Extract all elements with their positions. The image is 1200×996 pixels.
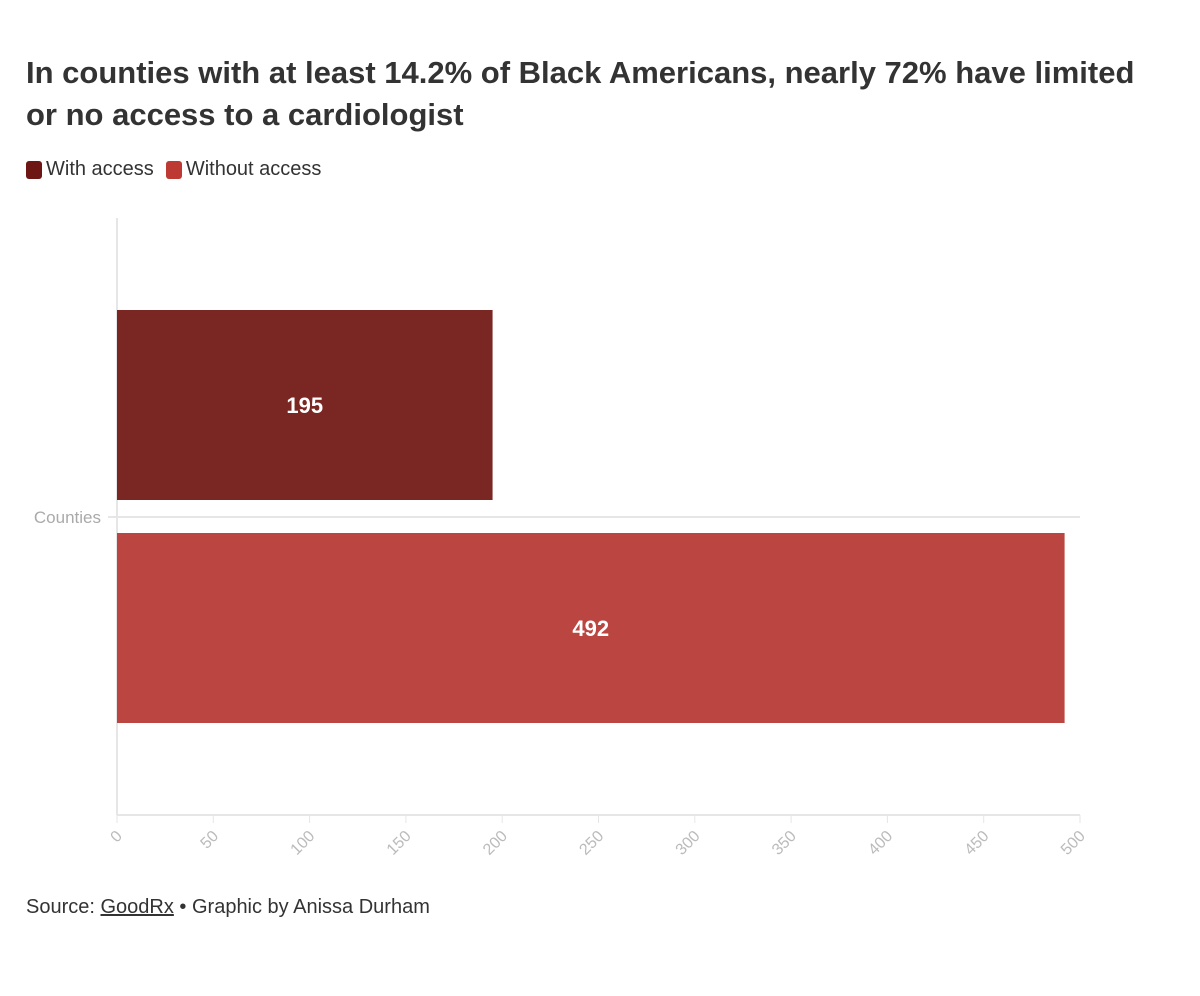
x-tick-label: 300 <box>673 828 704 859</box>
legend-label: With access <box>46 158 154 180</box>
chart-title: In counties with at least 14.2% of Black… <box>26 55 1135 132</box>
data-label: 492 <box>572 616 609 641</box>
credit: • Graphic by Anissa Durham <box>173 896 430 918</box>
x-tick-label: 0 <box>108 828 126 846</box>
bar-chart: Counties 0 50 100 150 200 250 300 350 400 450 500 19… <box>34 218 1089 859</box>
x-tick-label: 250 <box>576 828 607 859</box>
legend-item-without-access: Without access <box>165 158 322 181</box>
legend-label: Without access <box>185 158 322 180</box>
source-link[interactable]: GoodRx <box>100 896 174 918</box>
legend: With access Without access <box>26 158 333 181</box>
x-tick-label: 350 <box>769 828 800 859</box>
footer: Source: GoodRx • Graphic by Anissa Durha… <box>26 896 430 919</box>
data-label: 195 <box>286 393 323 418</box>
x-tick-label: 200 <box>480 828 511 859</box>
bar-with-access <box>117 310 493 500</box>
x-tick-label: 100 <box>288 828 319 859</box>
legend-item-with-access: With access <box>26 158 154 181</box>
x-tick-label: 150 <box>384 828 415 859</box>
source-prefix: Source: <box>26 896 101 918</box>
legend-swatch <box>165 160 182 179</box>
category-label: Counties <box>34 508 101 527</box>
bar-without-access <box>117 533 1065 723</box>
x-tick-label: 450 <box>962 828 993 859</box>
legend-swatch <box>26 160 42 179</box>
x-tick-label: 50 <box>198 828 223 853</box>
x-tick-label: 500 <box>1058 828 1089 859</box>
x-tick-label: 400 <box>865 828 896 859</box>
